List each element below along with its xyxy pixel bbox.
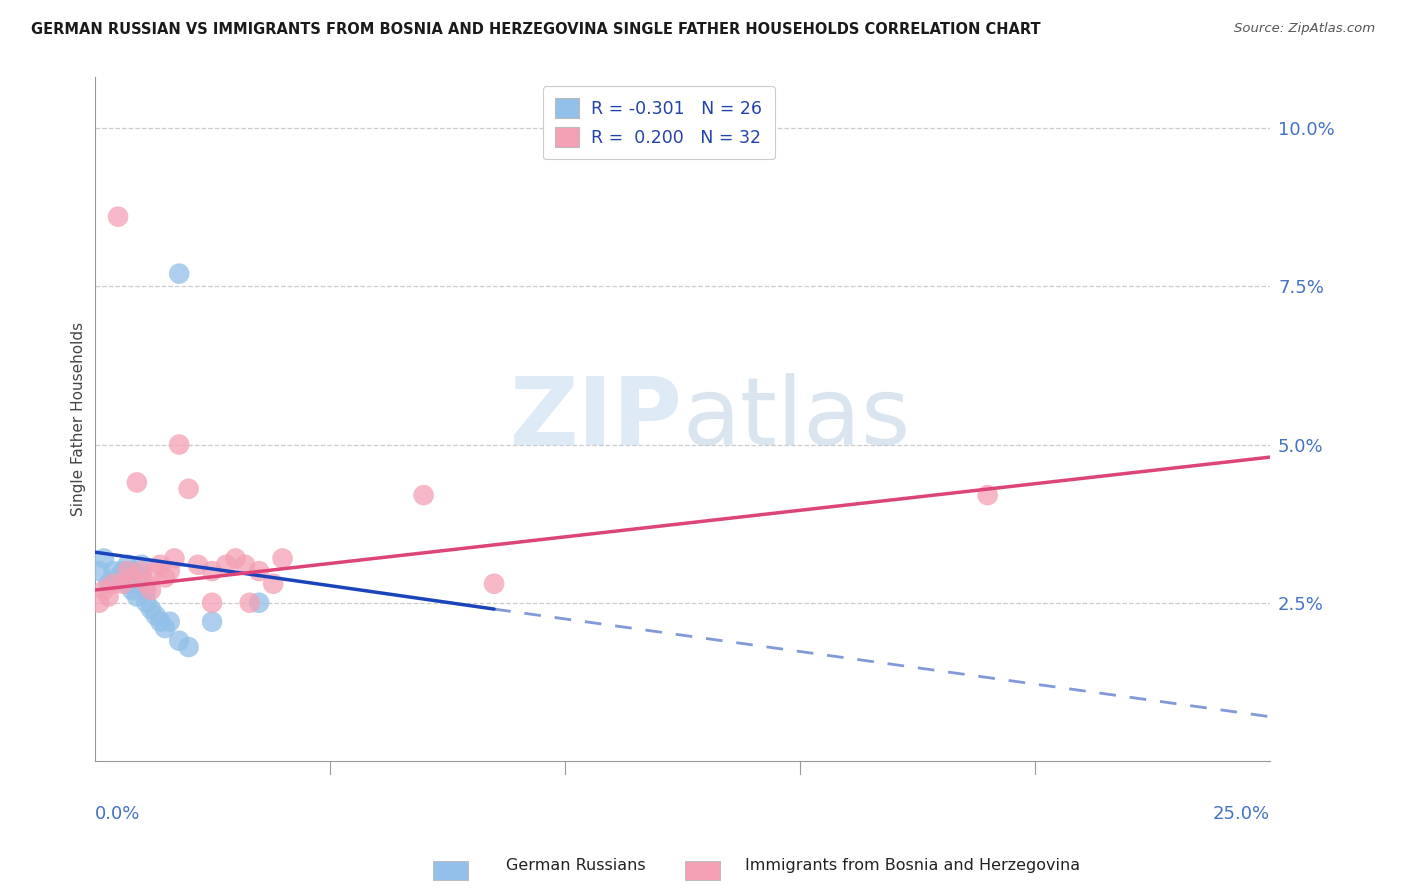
Point	[215, 558, 238, 572]
Point	[145, 564, 167, 578]
Point	[135, 583, 157, 598]
Point	[201, 596, 224, 610]
Legend: R = -0.301   N = 26, R =  0.200   N = 32: R = -0.301 N = 26, R = 0.200 N = 32	[543, 87, 775, 159]
Text: atlas: atlas	[682, 373, 910, 466]
Point	[111, 576, 134, 591]
Point	[271, 551, 294, 566]
Point	[107, 570, 129, 584]
Point	[111, 564, 134, 578]
Point	[89, 596, 111, 610]
Point	[121, 564, 143, 578]
Text: ZIP: ZIP	[509, 373, 682, 466]
Text: Immigrants from Bosnia and Herzegovina: Immigrants from Bosnia and Herzegovina	[745, 858, 1080, 872]
Point	[117, 576, 139, 591]
Point	[153, 570, 176, 584]
Point	[89, 564, 111, 578]
Point	[233, 558, 256, 572]
Point	[97, 590, 120, 604]
Point	[103, 576, 125, 591]
Point	[482, 576, 505, 591]
Point	[117, 564, 139, 578]
Point	[163, 551, 186, 566]
Point	[412, 488, 434, 502]
Point	[149, 615, 172, 629]
Point	[139, 602, 162, 616]
Point	[117, 558, 139, 572]
Point	[93, 583, 115, 598]
Point	[121, 583, 143, 598]
Point	[239, 596, 262, 610]
Y-axis label: Single Father Households: Single Father Households	[72, 322, 86, 516]
Text: 25.0%: 25.0%	[1212, 805, 1270, 823]
Point	[187, 558, 209, 572]
Point	[167, 267, 190, 281]
Point	[177, 640, 200, 654]
Text: 0.0%: 0.0%	[94, 805, 141, 823]
Point	[107, 210, 129, 224]
Point	[167, 633, 190, 648]
Point	[125, 590, 148, 604]
Text: German Russians: German Russians	[506, 858, 645, 872]
Point	[177, 482, 200, 496]
Point	[225, 551, 247, 566]
Point	[976, 488, 998, 502]
Point	[121, 570, 143, 584]
Point	[103, 564, 125, 578]
Point	[159, 615, 181, 629]
Point	[145, 608, 167, 623]
Point	[131, 570, 153, 584]
Point	[262, 576, 284, 591]
Point	[125, 475, 148, 490]
Point	[167, 437, 190, 451]
Text: GERMAN RUSSIAN VS IMMIGRANTS FROM BOSNIA AND HERZEGOVINA SINGLE FATHER HOUSEHOLD: GERMAN RUSSIAN VS IMMIGRANTS FROM BOSNIA…	[31, 22, 1040, 37]
Point	[131, 564, 153, 578]
Point	[135, 596, 157, 610]
Point	[159, 564, 181, 578]
Point	[131, 558, 153, 572]
Point	[247, 564, 270, 578]
Point	[135, 576, 157, 591]
Point	[149, 558, 172, 572]
Point	[139, 583, 162, 598]
Text: Source: ZipAtlas.com: Source: ZipAtlas.com	[1234, 22, 1375, 36]
Point	[201, 564, 224, 578]
Point	[125, 576, 148, 591]
Point	[201, 615, 224, 629]
Point	[247, 596, 270, 610]
Point	[93, 551, 115, 566]
Point	[153, 621, 176, 635]
Point	[97, 576, 120, 591]
